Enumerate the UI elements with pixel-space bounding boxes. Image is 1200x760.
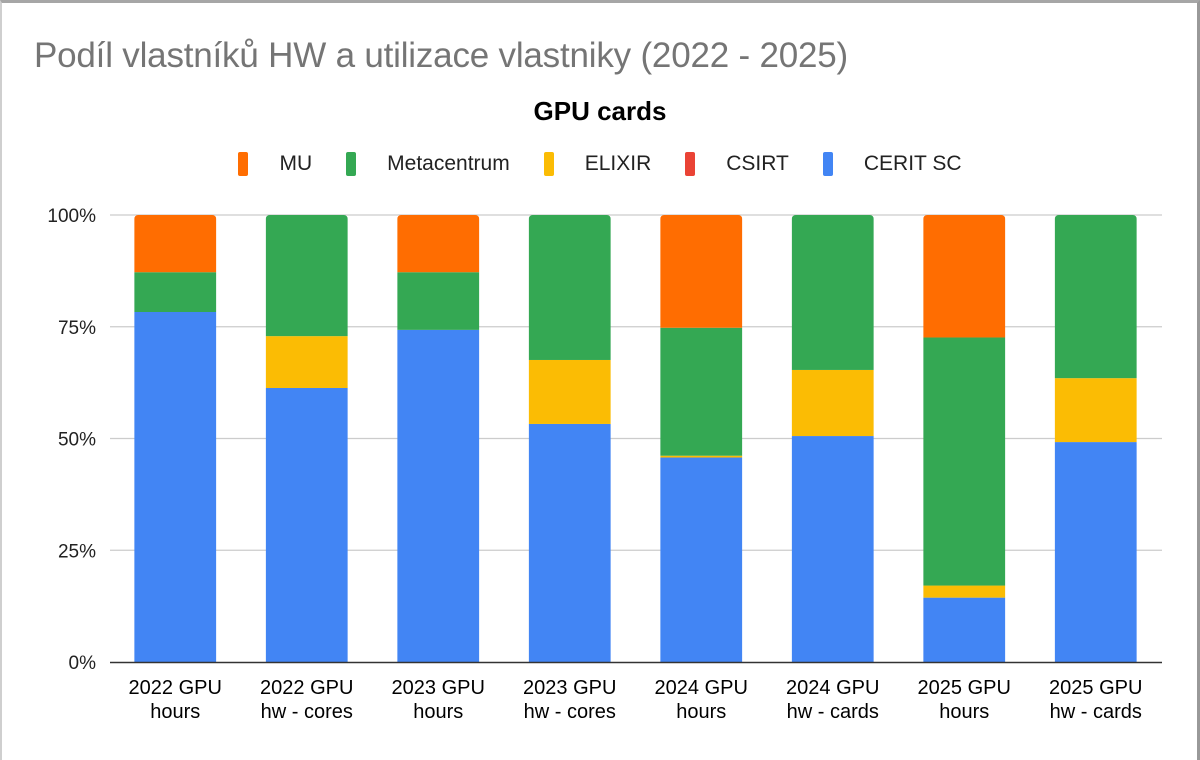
chart-subtitle: GPU cards xyxy=(533,96,667,126)
chart-title: Podíl vlastníků HW a utilizace vlastniky… xyxy=(34,36,849,75)
bar-segment-elixir[interactable] xyxy=(791,369,874,437)
x-tick-label: 2022 GPU xyxy=(260,677,353,699)
x-tick-label: hours xyxy=(413,701,463,723)
bar-stack xyxy=(528,215,611,662)
y-tick-label: 50% xyxy=(58,430,96,451)
bar-segment-mu[interactable] xyxy=(397,215,480,273)
bar-segment-elixir[interactable] xyxy=(923,585,1006,598)
bar-stack xyxy=(923,215,1006,662)
legend-swatch xyxy=(685,152,696,176)
bar-stack xyxy=(134,215,217,662)
bar-segment-elixir[interactable] xyxy=(660,455,743,458)
bar-stack xyxy=(791,215,874,662)
bar-segment-cerit-sc[interactable] xyxy=(1054,442,1137,662)
bar-segment-cerit-sc[interactable] xyxy=(791,436,874,662)
bar-stack xyxy=(265,215,348,662)
y-tick-label: 0% xyxy=(69,653,97,674)
x-tick-label: hw - cards xyxy=(1050,701,1142,723)
bar-stack xyxy=(397,215,480,662)
x-tick-label: 2025 GPU xyxy=(1049,677,1142,699)
bar-segment-cerit-sc[interactable] xyxy=(528,423,611,662)
legend-label: ELIXIR xyxy=(584,152,652,175)
x-tick-label: hours xyxy=(150,701,200,723)
bar-segment-metacentrum[interactable] xyxy=(1054,215,1137,379)
legend-label: Metacentrum xyxy=(387,152,510,175)
legend-label: MU xyxy=(279,152,313,175)
x-tick-label: 2024 GPU xyxy=(655,677,748,699)
legend-label: CSIRT xyxy=(726,152,789,175)
x-tick-label: hw - cards xyxy=(787,701,879,723)
bar-segment-mu[interactable] xyxy=(660,215,743,328)
bar-segment-metacentrum[interactable] xyxy=(397,272,480,330)
x-tick-label: hw - cores xyxy=(261,701,353,723)
x-tick-label: 2024 GPU xyxy=(786,677,879,699)
x-tick-label: 2023 GPU xyxy=(392,677,485,699)
legend-item[interactable]: ELIXIR xyxy=(543,152,652,176)
x-tick-label: hours xyxy=(939,701,989,723)
bar-stack xyxy=(1054,215,1137,662)
legend-item[interactable]: MU xyxy=(238,152,312,176)
bar-segment-cerit-sc[interactable] xyxy=(397,329,480,662)
bar-segment-metacentrum[interactable] xyxy=(660,327,743,456)
x-tick-label: 2022 GPU xyxy=(129,677,222,699)
legend-swatch xyxy=(238,152,249,176)
bar-segment-cerit-sc[interactable] xyxy=(134,311,217,662)
y-tick-label: 25% xyxy=(58,541,96,562)
legend: MU Metacentrum ELIXIR CSIRT CERIT SC xyxy=(0,152,1200,176)
legend-swatch xyxy=(822,152,833,176)
x-tick-label: hw - cores xyxy=(524,701,616,723)
bar-segment-metacentrum[interactable] xyxy=(791,215,874,370)
x-tick-label: 2025 GPU xyxy=(918,677,1011,699)
bar-stack xyxy=(660,215,743,662)
bar-segment-mu[interactable] xyxy=(923,215,1006,338)
legend-swatch xyxy=(346,152,357,176)
legend-label: CERIT SC xyxy=(863,152,962,175)
y-tick-label: 75% xyxy=(58,318,96,339)
bar-segment-metacentrum[interactable] xyxy=(528,215,611,360)
bar-segment-elixir[interactable] xyxy=(528,359,611,424)
legend-item[interactable]: Metacentrum xyxy=(346,152,510,176)
bar-segment-cerit-sc[interactable] xyxy=(660,457,743,662)
bar-segment-elixir[interactable] xyxy=(265,336,348,388)
y-tick-label: 100% xyxy=(47,206,96,227)
bar-segment-metacentrum[interactable] xyxy=(265,215,348,337)
bar-segment-cerit-sc[interactable] xyxy=(265,387,348,662)
bar-segment-cerit-sc[interactable] xyxy=(923,597,1006,662)
bar-segment-mu[interactable] xyxy=(134,215,217,273)
x-tick-label: 2023 GPU xyxy=(523,677,616,699)
bar-segment-metacentrum[interactable] xyxy=(134,272,217,312)
legend-item[interactable]: CSIRT xyxy=(685,152,789,176)
legend-item[interactable]: CERIT SC xyxy=(822,152,962,176)
x-tick-label: hours xyxy=(676,701,726,723)
bar-segment-metacentrum[interactable] xyxy=(923,337,1006,586)
legend-swatch xyxy=(543,152,554,176)
bar-segment-elixir[interactable] xyxy=(1054,378,1137,443)
